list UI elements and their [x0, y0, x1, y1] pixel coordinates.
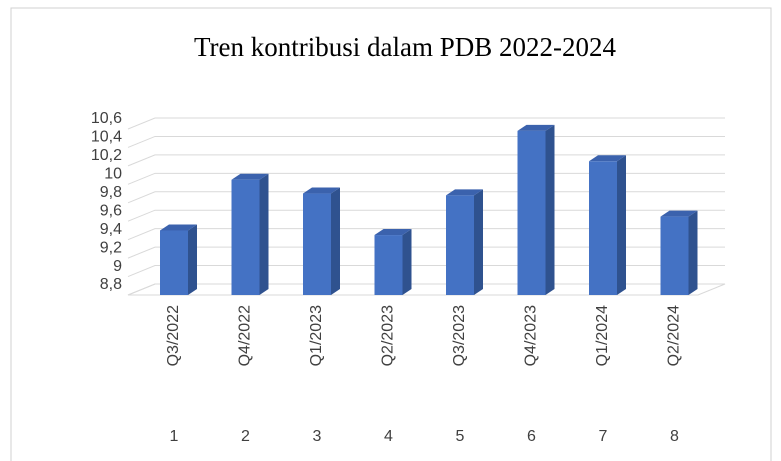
floor — [127, 283, 726, 296]
x-tick-label: Q3/2023 — [451, 305, 468, 366]
x-category-number: 1 — [170, 428, 179, 445]
bar-side — [545, 124, 555, 295]
bar-top — [231, 173, 269, 180]
bar — [517, 130, 546, 295]
y-tick-label: 10,4 — [91, 129, 122, 146]
chart-title: Tren kontribusi dalam PDB 2022-2024 — [194, 32, 617, 62]
bar-side — [617, 155, 626, 295]
y-tick-label: 9,6 — [100, 202, 122, 219]
bar-top — [517, 124, 555, 131]
grid-line — [127, 135, 725, 148]
x-category-number: 6 — [527, 428, 536, 445]
bar-top — [303, 187, 340, 194]
bar-side — [331, 187, 340, 295]
bar — [660, 216, 689, 295]
bar-side — [474, 189, 483, 295]
bar-top — [660, 210, 698, 217]
x-tick-label: Q1/2023 — [308, 305, 325, 366]
y-tick-label: 8,8 — [100, 276, 122, 293]
x-tick-label: Q4/2022 — [237, 305, 254, 366]
y-tick-label: 10 — [104, 166, 122, 183]
bar-side — [259, 173, 269, 295]
bar-side — [188, 224, 197, 295]
y-tick-label: 10,6 — [91, 110, 122, 127]
x-tick-label: Q2/2023 — [380, 305, 397, 366]
grid-line — [127, 191, 725, 204]
bar — [303, 193, 331, 295]
grid-line — [127, 246, 725, 259]
x-tick-label: Q1/2024 — [594, 305, 611, 366]
x-tick-label: Q2/2024 — [666, 305, 683, 366]
x-tick-label: Q4/2023 — [523, 305, 540, 366]
y-tick-label: 9,8 — [100, 184, 122, 201]
bar — [446, 195, 474, 295]
bar-side — [402, 229, 412, 295]
bar-side — [688, 210, 698, 295]
bar — [160, 230, 188, 295]
bar — [231, 179, 260, 295]
bar-top — [374, 229, 412, 236]
chart-frame — [10, 7, 772, 461]
x-category-number: 7 — [599, 428, 608, 445]
x-category-number: 4 — [384, 428, 393, 445]
bar-top — [160, 224, 197, 231]
x-category-number: 8 — [670, 428, 679, 445]
bar — [589, 161, 617, 295]
y-tick-label: 10,2 — [91, 147, 122, 164]
grid-line — [127, 154, 725, 167]
grid-line — [127, 209, 725, 222]
grid-line — [127, 265, 725, 278]
y-tick-label: 9,2 — [100, 239, 122, 256]
x-tick-label: Q3/2022 — [165, 305, 182, 366]
x-category-number: 2 — [241, 428, 250, 445]
x-category-number: 5 — [456, 428, 465, 445]
x-category-number: 3 — [313, 428, 322, 445]
bar — [374, 235, 403, 295]
grid-line — [127, 228, 725, 241]
grid-line — [127, 283, 725, 296]
bar-top — [446, 189, 483, 196]
y-tick-label: 9 — [113, 258, 122, 275]
grid-line — [127, 172, 725, 185]
grid-line — [127, 117, 725, 130]
bar-top — [589, 155, 626, 162]
y-tick-label: 9,4 — [100, 221, 122, 238]
